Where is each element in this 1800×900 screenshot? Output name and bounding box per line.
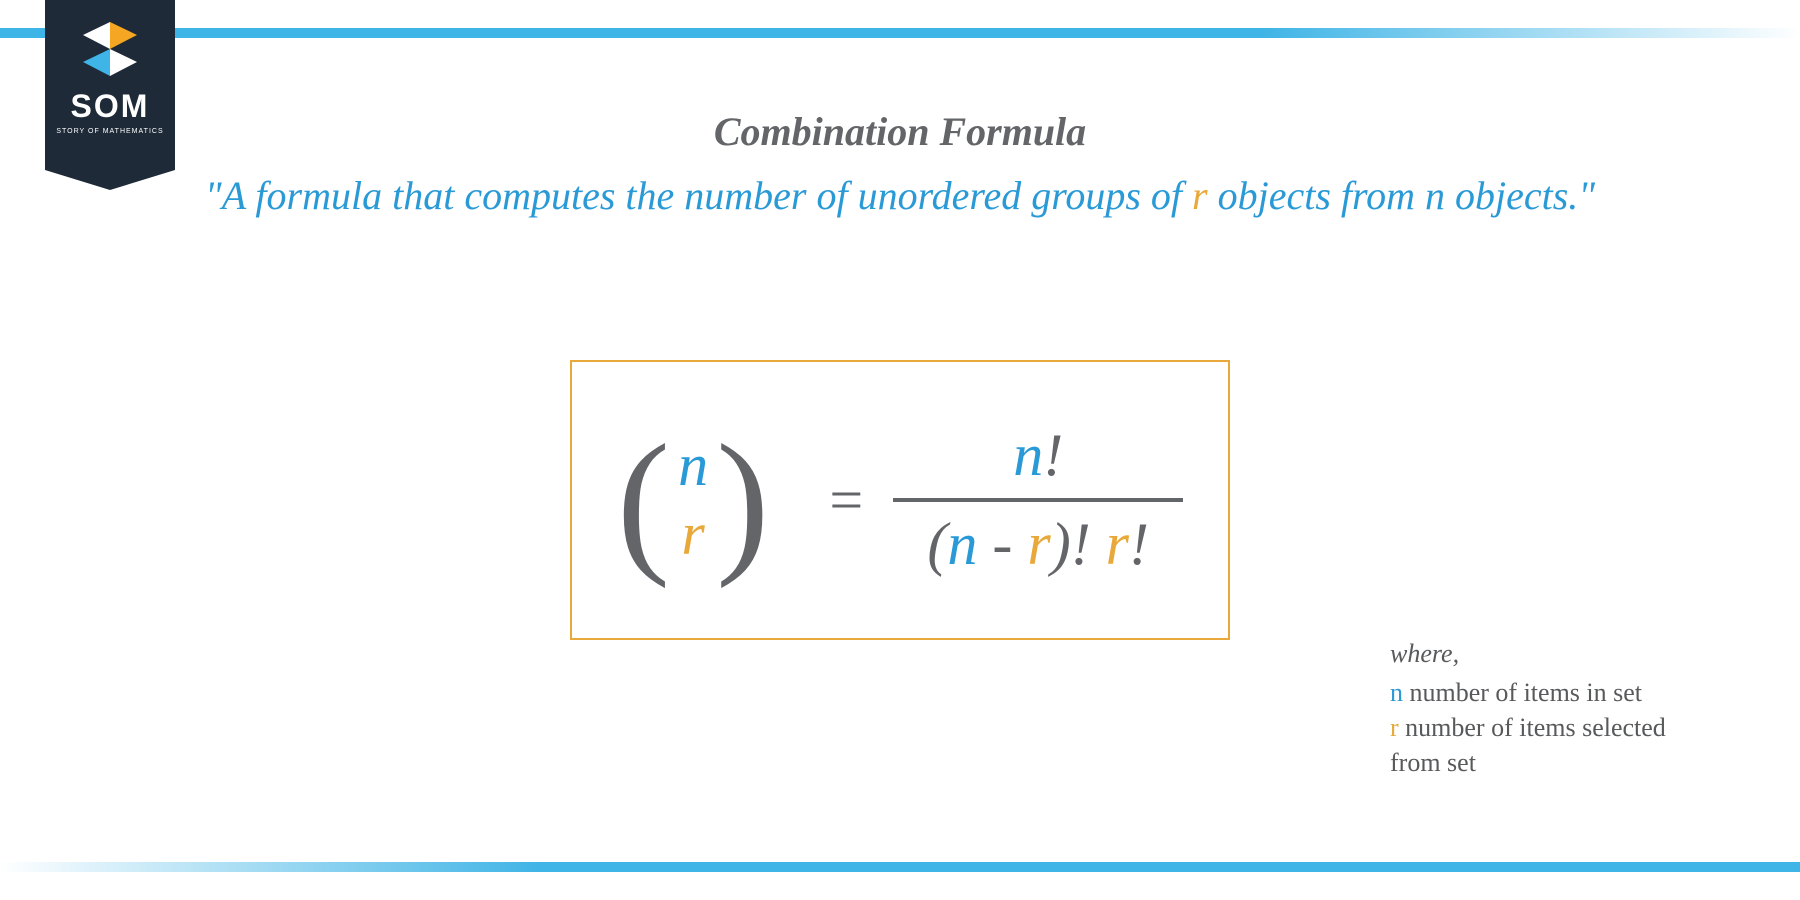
den-bang2: !	[1129, 511, 1149, 577]
legend-r-row: r number of items selected from set	[1390, 710, 1700, 780]
num-n: n	[1013, 422, 1043, 488]
binomial-left: ( n r )	[617, 431, 770, 569]
left-paren: (	[617, 436, 670, 564]
numerator: n!	[1013, 421, 1063, 490]
fraction-line	[893, 498, 1183, 502]
formula: ( n r ) = n! (n - r)! r!	[617, 421, 1183, 579]
den-n: n	[947, 511, 977, 577]
num-bang: !	[1043, 422, 1063, 488]
logo-badge: SOM STORY OF MATHEMATICS	[45, 0, 175, 170]
legend-n-sym: n	[1390, 678, 1403, 707]
top-accent-bar	[0, 28, 1800, 38]
fraction: n! (n - r)! r!	[893, 421, 1183, 579]
subtitle-r: r	[1192, 173, 1208, 218]
subtitle-n: n	[1425, 173, 1445, 218]
subtitle-post: objects."	[1445, 173, 1595, 218]
legend-r-sym: r	[1390, 713, 1399, 742]
logo-subtext: STORY OF MATHEMATICS	[45, 128, 175, 135]
subtitle-mid: objects from	[1208, 173, 1425, 218]
legend-where: where,	[1390, 636, 1700, 671]
legend: where, n number of items in set r number…	[1390, 636, 1700, 780]
binom-r: r	[681, 500, 704, 569]
binom-stack: n r	[670, 431, 716, 569]
subtitle-pre: "A formula that computes the number of u…	[205, 173, 1192, 218]
binom-n: n	[678, 431, 708, 500]
den-r1: r	[1027, 511, 1050, 577]
legend-n-text: number of items in set	[1403, 678, 1642, 707]
den-space	[1091, 511, 1106, 577]
legend-n-row: n number of items in set	[1390, 675, 1700, 710]
den-minus: -	[977, 511, 1027, 577]
den-close: )	[1051, 511, 1071, 577]
right-paren: )	[716, 436, 769, 564]
den-r2: r	[1106, 511, 1129, 577]
logo-icon	[83, 22, 137, 76]
formula-box: ( n r ) = n! (n - r)! r!	[570, 360, 1230, 640]
denominator: (n - r)! r!	[927, 510, 1149, 579]
subtitle: "A formula that computes the number of u…	[180, 168, 1620, 224]
equals-sign: =	[829, 466, 863, 535]
page-title: Combination Formula	[0, 108, 1800, 155]
den-bang1: !	[1071, 511, 1091, 577]
bottom-accent-bar	[0, 862, 1800, 872]
logo-text: SOM	[45, 88, 175, 125]
legend-r-text: number of items selected from set	[1390, 713, 1666, 777]
den-open: (	[927, 511, 947, 577]
